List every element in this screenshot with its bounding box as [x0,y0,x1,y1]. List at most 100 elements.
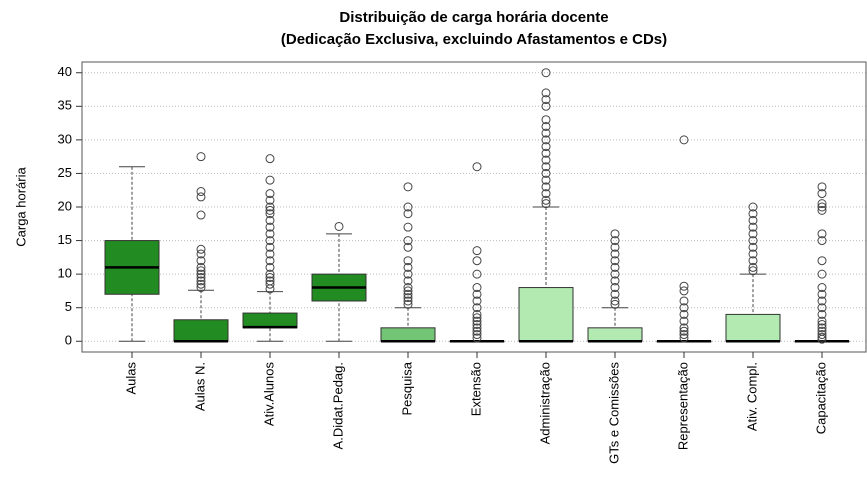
outlier [541,135,551,145]
outlier [196,276,206,286]
y-tick-label: 35 [58,98,72,113]
outlier [541,168,551,178]
outlier [196,262,206,272]
outlier [403,286,413,296]
outlier [472,269,482,279]
outlier [817,189,827,199]
outlier [817,182,827,192]
outlier [265,209,275,219]
outlier [265,279,275,289]
outlier [196,210,206,220]
outlier [541,155,551,165]
outlier [265,202,275,212]
outlier [196,152,206,162]
outlier [679,135,689,145]
outlier [817,309,827,319]
outlier [334,221,344,231]
outlier [748,256,758,266]
outlier [196,279,206,289]
outlier [472,246,482,256]
outlier [610,296,620,306]
y-axis-label: Carga horária [13,166,28,246]
outlier [748,262,758,272]
outlier [679,330,689,340]
outlier [541,101,551,111]
y-tick-label: 10 [58,266,72,281]
outlier [610,283,620,293]
x-tick-label: Representação [675,362,690,450]
outlier [265,154,275,164]
outlier [817,236,827,246]
outlier [403,262,413,272]
outlier [541,195,551,205]
outlier [472,289,482,299]
x-tick-label: GTs e Comissões [606,362,621,464]
x-tick-label: Pesquisa [399,361,414,415]
outlier [196,272,206,282]
y-tick-label: 25 [58,165,72,180]
outlier [610,262,620,272]
outlier [817,330,827,340]
outlier [610,289,620,299]
outlier [748,236,758,246]
box [725,313,781,342]
outlier [472,316,482,326]
x-tick-label: Aulas [123,362,138,395]
chart-subtitle: (Dedicação Exclusiva, excluindo Afastame… [281,31,667,48]
outlier [265,262,275,272]
outlier [472,313,482,323]
outlier [265,175,275,185]
outlier [403,256,413,266]
outlier [541,175,551,185]
outlier [403,182,413,192]
outlier [472,326,482,336]
outlier [610,236,620,246]
y-tick-label: 0 [65,333,72,348]
outlier [196,283,206,293]
outlier [817,296,827,306]
outlier [265,249,275,259]
x-tick-label: Capacitação [813,362,828,434]
outlier [265,236,275,246]
outlier [265,189,275,199]
outlier [817,199,827,209]
outlier [403,236,413,246]
outlier [679,303,689,313]
outlier [817,289,827,299]
outlier [817,316,827,326]
outlier [541,68,551,78]
y-tick-label: 15 [58,232,72,247]
outlier [748,222,758,232]
outlier [817,256,827,266]
outlier [196,266,206,276]
outlier [403,283,413,293]
outlier [748,215,758,225]
box [173,319,229,342]
outlier [265,195,275,205]
x-tick-label: Administração [537,362,552,444]
outlier [610,242,620,252]
outlier [472,256,482,266]
outlier [748,209,758,219]
outlier [679,296,689,306]
outlier [610,276,620,286]
box [587,327,643,342]
outlier [679,333,689,343]
outlier [403,222,413,232]
outlier [196,256,206,266]
outlier [541,148,551,158]
y-tick-label: 30 [58,131,72,146]
outlier [403,276,413,286]
outlier [610,256,620,266]
x-tick-label: A.Didat.Pedag. [330,362,345,449]
outlier [472,303,482,313]
outlier [541,121,551,131]
outlier [541,182,551,192]
chart-title: Distribuição de carga horária docente [339,9,608,26]
outlier [541,88,551,98]
outlier [265,222,275,232]
outlier [679,286,689,296]
outlier [679,316,689,326]
outlier [541,115,551,125]
outlier [472,330,482,340]
